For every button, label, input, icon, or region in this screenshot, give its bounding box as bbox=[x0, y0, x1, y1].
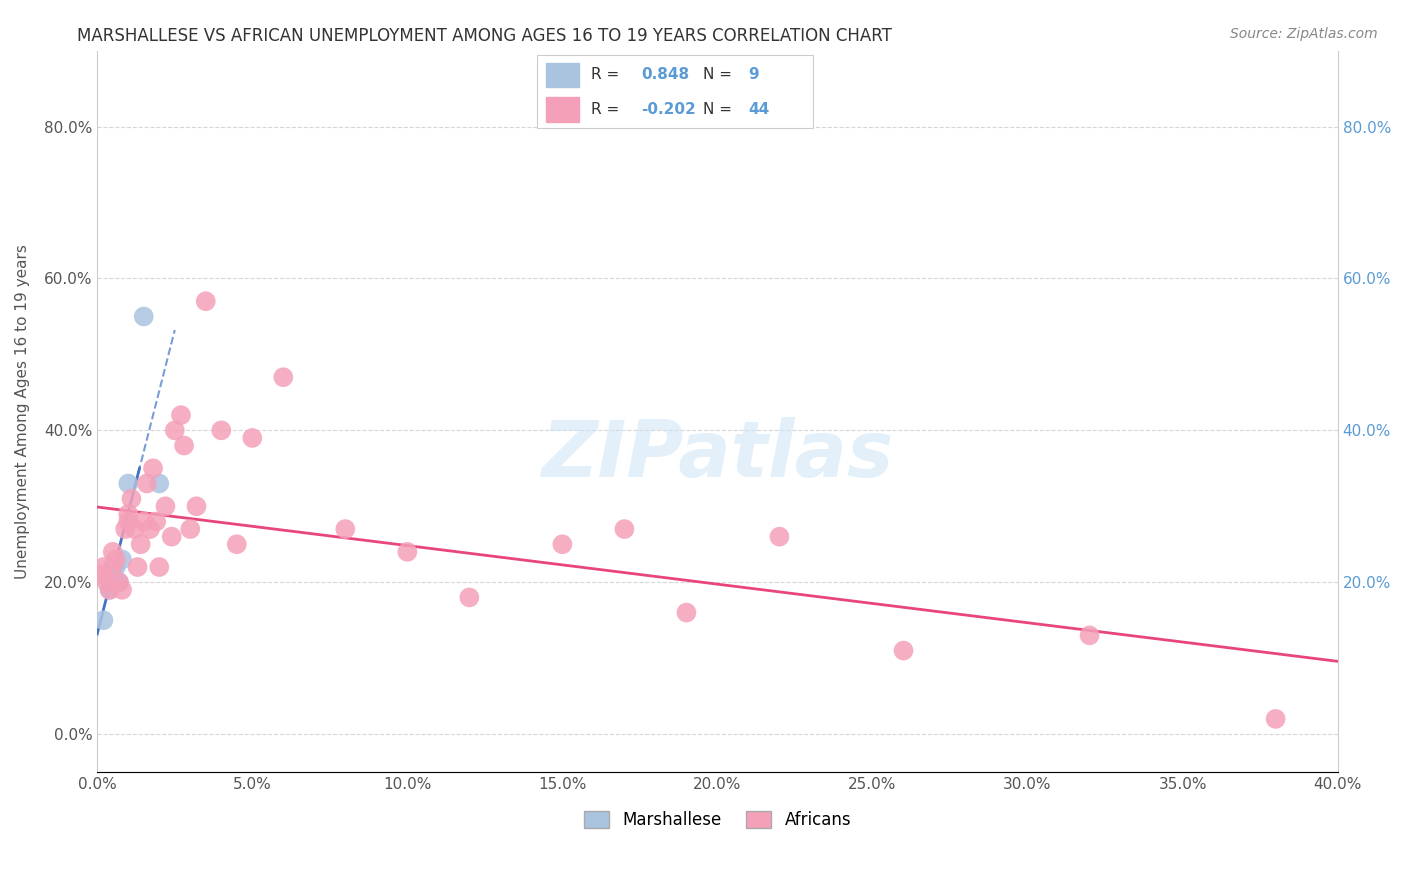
Y-axis label: Unemployment Among Ages 16 to 19 years: Unemployment Among Ages 16 to 19 years bbox=[15, 244, 30, 579]
Point bbox=[124, 522, 146, 536]
Point bbox=[335, 522, 357, 536]
Point bbox=[163, 423, 186, 437]
Point bbox=[96, 575, 118, 590]
Point bbox=[271, 370, 294, 384]
Point bbox=[1264, 712, 1286, 726]
Point bbox=[1078, 628, 1101, 642]
Point bbox=[117, 476, 139, 491]
Point bbox=[160, 530, 183, 544]
Point bbox=[117, 515, 139, 529]
Bar bbox=[546, 97, 579, 122]
Text: R =: R = bbox=[591, 67, 619, 82]
Point bbox=[170, 408, 193, 422]
Point bbox=[396, 545, 419, 559]
Point bbox=[142, 461, 165, 475]
Point bbox=[135, 476, 157, 491]
Point bbox=[173, 438, 195, 452]
Legend: Marshallese, Africans: Marshallese, Africans bbox=[576, 805, 858, 836]
FancyBboxPatch shape bbox=[537, 55, 813, 128]
Text: 0.848: 0.848 bbox=[641, 67, 689, 82]
Point bbox=[768, 530, 790, 544]
Text: ZIPatlas: ZIPatlas bbox=[541, 417, 894, 492]
Point bbox=[613, 522, 636, 536]
Point bbox=[93, 613, 115, 627]
Bar bbox=[546, 62, 579, 87]
Point bbox=[155, 500, 177, 514]
Point bbox=[108, 575, 131, 590]
Point bbox=[101, 560, 124, 574]
Point bbox=[114, 522, 136, 536]
Point bbox=[148, 560, 170, 574]
Text: -0.202: -0.202 bbox=[641, 102, 696, 117]
Point bbox=[186, 500, 208, 514]
Point bbox=[551, 537, 574, 551]
Point bbox=[117, 507, 139, 521]
Point bbox=[104, 552, 127, 566]
Point bbox=[179, 522, 201, 536]
Point bbox=[893, 643, 915, 657]
Point bbox=[120, 491, 142, 506]
Point bbox=[225, 537, 247, 551]
Point bbox=[98, 582, 121, 597]
Point bbox=[93, 560, 115, 574]
Text: N =: N = bbox=[703, 67, 733, 82]
Point bbox=[101, 560, 124, 574]
Text: Source: ZipAtlas.com: Source: ZipAtlas.com bbox=[1230, 27, 1378, 41]
Point bbox=[458, 591, 481, 605]
Point bbox=[209, 423, 232, 437]
Point bbox=[129, 537, 152, 551]
Text: 44: 44 bbox=[748, 102, 769, 117]
Point bbox=[89, 567, 111, 582]
Point bbox=[148, 476, 170, 491]
Point bbox=[101, 545, 124, 559]
Point bbox=[111, 582, 134, 597]
Point bbox=[132, 515, 155, 529]
Point bbox=[132, 310, 155, 324]
Text: N =: N = bbox=[703, 102, 733, 117]
Point bbox=[108, 575, 131, 590]
Text: 9: 9 bbox=[748, 67, 759, 82]
Text: MARSHALLESE VS AFRICAN UNEMPLOYMENT AMONG AGES 16 TO 19 YEARS CORRELATION CHART: MARSHALLESE VS AFRICAN UNEMPLOYMENT AMON… bbox=[77, 27, 893, 45]
Point bbox=[98, 582, 121, 597]
Point bbox=[145, 515, 167, 529]
Text: R =: R = bbox=[591, 102, 619, 117]
Point bbox=[104, 560, 127, 574]
Point bbox=[240, 431, 263, 445]
Point bbox=[127, 560, 149, 574]
Point bbox=[675, 606, 697, 620]
Point bbox=[194, 294, 217, 309]
Point bbox=[139, 522, 162, 536]
Point bbox=[111, 552, 134, 566]
